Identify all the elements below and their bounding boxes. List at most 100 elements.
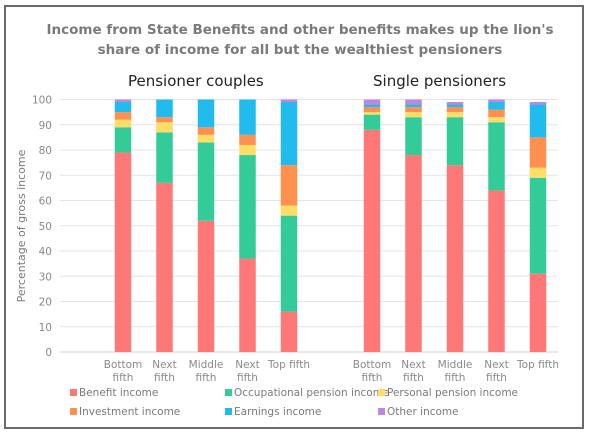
y-tick-label: 10 bbox=[39, 322, 52, 334]
x-category-label: Middle bbox=[438, 359, 473, 371]
bar-segment bbox=[446, 165, 464, 352]
bar-segment bbox=[114, 102, 132, 113]
bar-segment bbox=[197, 134, 215, 143]
x-category-label: Bottom bbox=[104, 359, 143, 371]
chart-title-line-2: share of income for all but the wealthie… bbox=[97, 42, 503, 58]
bar-segment bbox=[405, 155, 422, 352]
y-tick-label: 50 bbox=[39, 221, 52, 233]
y-axis-label: Percentage of gross income bbox=[15, 149, 28, 302]
bar-segment bbox=[114, 152, 132, 352]
x-category-label: Middle bbox=[189, 359, 224, 371]
x-category-label: fifth bbox=[154, 372, 175, 384]
bars bbox=[114, 99, 547, 352]
bar-segment bbox=[280, 205, 298, 216]
bar-segment bbox=[405, 107, 422, 113]
gridlines bbox=[60, 99, 558, 353]
legend-item: Benefit income bbox=[70, 387, 158, 399]
x-category-label: fifth bbox=[113, 372, 134, 384]
bar-segment bbox=[239, 258, 256, 352]
bar-segment bbox=[156, 182, 173, 352]
bar-segment bbox=[488, 102, 505, 110]
bar-segment bbox=[239, 155, 256, 259]
y-tick-label: 0 bbox=[45, 347, 52, 359]
legend-swatch bbox=[225, 389, 232, 396]
bar-segment bbox=[114, 119, 132, 128]
x-axis-categories: BottomfifthNextfifthMiddlefifthNextfifth… bbox=[104, 359, 559, 384]
bar-segment bbox=[156, 99, 173, 118]
y-tick-label: 60 bbox=[39, 196, 52, 208]
bar-segment bbox=[529, 137, 547, 168]
legend-item: Personal pension income bbox=[378, 387, 518, 399]
bar-segment bbox=[280, 99, 298, 103]
bar-segment bbox=[114, 99, 132, 103]
bar-segment bbox=[405, 117, 422, 156]
y-tick-label: 20 bbox=[39, 297, 52, 309]
bar-segment bbox=[446, 107, 464, 113]
bar-stack bbox=[446, 102, 464, 352]
bar-segment bbox=[529, 102, 547, 105]
bar-segment bbox=[197, 99, 215, 128]
bar-segment bbox=[488, 99, 505, 103]
bar-stack bbox=[363, 99, 381, 352]
legend-item: Earnings income bbox=[225, 406, 321, 418]
bar-segment bbox=[446, 112, 464, 118]
x-category-label: Top fifth bbox=[516, 359, 559, 371]
bar-segment bbox=[488, 117, 505, 123]
bar-segment bbox=[280, 311, 298, 352]
bar-segment bbox=[529, 273, 547, 352]
bar-segment bbox=[239, 99, 256, 135]
bar-segment bbox=[446, 117, 464, 166]
bar-stack bbox=[156, 99, 173, 352]
bar-segment bbox=[280, 165, 298, 206]
bar-segment bbox=[156, 122, 173, 133]
bar-segment bbox=[363, 114, 381, 130]
bar-segment bbox=[488, 122, 505, 191]
bar-stack bbox=[239, 99, 256, 352]
x-category-label: Next bbox=[152, 359, 176, 371]
bar-stack bbox=[197, 99, 215, 352]
x-category-label: fifth bbox=[362, 372, 383, 384]
y-tick-label: 100 bbox=[32, 95, 52, 107]
legend-swatch bbox=[70, 389, 77, 396]
bar-segment bbox=[405, 99, 422, 105]
bar-segment bbox=[280, 102, 298, 166]
bar-segment bbox=[280, 215, 298, 312]
legend-swatch bbox=[378, 408, 385, 415]
bar-segment bbox=[363, 99, 381, 105]
chart-title-line-1: Income from State Benefits and other ben… bbox=[46, 22, 554, 38]
bar-segment bbox=[239, 144, 256, 156]
bar-segment bbox=[529, 104, 547, 138]
y-tick-label: 40 bbox=[39, 246, 52, 258]
x-category-label: Bottom bbox=[353, 359, 392, 371]
legend-label: Other income bbox=[387, 406, 459, 418]
bar-segment bbox=[488, 109, 505, 118]
x-category-label: Next bbox=[401, 359, 425, 371]
x-category-label: fifth bbox=[196, 372, 217, 384]
legend-label: Benefit income bbox=[79, 387, 158, 399]
bar-segment bbox=[197, 220, 215, 352]
bar-segment bbox=[197, 127, 215, 135]
bar-segment bbox=[239, 134, 256, 145]
bar-segment bbox=[446, 104, 464, 108]
bar-stack bbox=[488, 99, 505, 352]
legend-item: Other income bbox=[378, 406, 459, 418]
x-category-label: Next bbox=[484, 359, 508, 371]
x-category-label: fifth bbox=[403, 372, 424, 384]
x-category-label: fifth bbox=[445, 372, 466, 384]
chart-title: Income from State Benefits and other ben… bbox=[0, 20, 600, 60]
bar-segment bbox=[529, 167, 547, 178]
bar-stack bbox=[529, 102, 547, 352]
bar-segment bbox=[363, 107, 381, 113]
bar-segment bbox=[446, 102, 464, 105]
bar-segment bbox=[488, 190, 505, 352]
legend-swatch bbox=[225, 408, 232, 415]
legend-swatch bbox=[378, 389, 385, 396]
bar-segment bbox=[363, 112, 381, 115]
x-category-label: Next bbox=[235, 359, 259, 371]
legend: Benefit income Occupational pension incom… bbox=[70, 387, 518, 418]
bar-segment bbox=[405, 104, 422, 108]
bar-segment bbox=[405, 112, 422, 118]
x-category-label: fifth bbox=[486, 372, 507, 384]
bar-segment bbox=[363, 104, 381, 108]
